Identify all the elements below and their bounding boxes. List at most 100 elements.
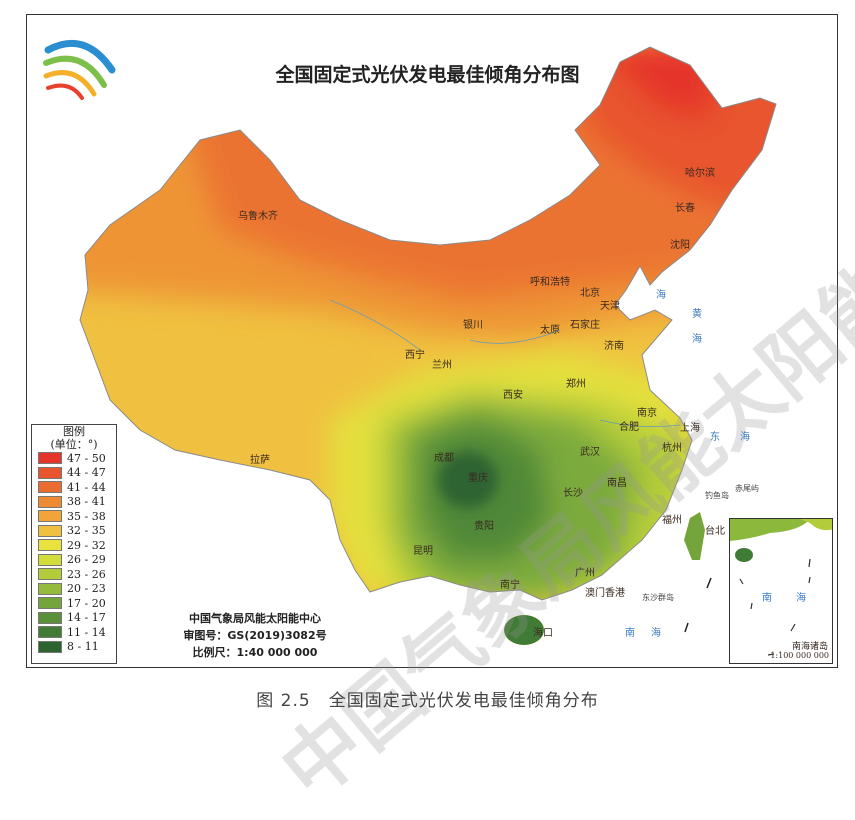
legend-swatch <box>38 510 62 523</box>
logo <box>43 39 116 100</box>
city-label: 南京 <box>637 408 657 419</box>
city-label: 合肥 <box>619 422 639 433</box>
legend-item: 8 - 11 <box>38 640 116 655</box>
legend-swatch <box>38 626 62 639</box>
legend-item: 14 - 17 <box>38 611 116 626</box>
legend-swatch <box>38 640 62 653</box>
city-label: 南宁 <box>500 580 520 591</box>
legend-label: 47 - 50 <box>67 451 106 465</box>
sea-label-donghai: 海 <box>740 432 750 443</box>
city-label: 杭州 <box>662 443 682 454</box>
legend-item: 23 - 26 <box>38 567 116 582</box>
legend-swatch <box>38 481 62 494</box>
legend-swatch <box>38 553 62 566</box>
legend-swatch <box>38 597 62 610</box>
legend-item: 38 - 41 <box>38 495 116 510</box>
city-label: 呼和浩特 <box>530 277 570 288</box>
city-label: 北京 <box>580 288 600 299</box>
legend-label: 14 - 17 <box>67 611 106 625</box>
island-label: 钓鱼岛 <box>705 491 729 500</box>
inset-sea-label: 南 <box>762 593 772 604</box>
inset-map <box>730 519 832 656</box>
sea-label-bohai: 海 <box>656 290 666 301</box>
legend-label: 35 - 38 <box>67 509 106 523</box>
city-label: 哈尔滨 <box>685 168 715 179</box>
city-label: 郑州 <box>566 379 586 390</box>
legend-item: 44 - 47 <box>38 466 116 481</box>
inset-scale: 1:100 000 000 <box>770 651 829 660</box>
city-label: 沈阳 <box>670 240 690 251</box>
legend-unit: (单位：°) <box>50 438 98 451</box>
inset-sea-label: 海 <box>796 593 806 604</box>
sea-label-huanghai: 黄 <box>692 309 702 320</box>
city-label: 福州 <box>662 515 682 526</box>
city-label: 银川 <box>463 320 483 331</box>
city-label: 西安 <box>503 390 523 401</box>
legend-label: 11 - 14 <box>67 625 106 639</box>
china-map <box>43 39 777 645</box>
tilt-angle-zones <box>80 47 776 645</box>
city-label: 兰州 <box>432 360 452 371</box>
legend-label: 26 - 29 <box>67 553 106 567</box>
city-label: 乌鲁木齐 <box>238 211 278 222</box>
city-label: 济南 <box>604 341 624 352</box>
legend-swatch <box>38 466 62 479</box>
river-lines <box>329 299 681 428</box>
legend-label: 32 - 35 <box>67 524 106 538</box>
legend-swatch <box>38 568 62 581</box>
sea-label-nanhai: 海 <box>651 628 661 639</box>
legend-item: 32 - 35 <box>38 524 116 539</box>
city-label: 西宁 <box>405 350 425 361</box>
city-label: 海口 <box>533 628 553 639</box>
legend-swatch <box>38 495 62 508</box>
sea-label-huanghai: 海 <box>692 334 702 345</box>
inset-title: 南海诸岛 <box>791 642 828 652</box>
city-label: 上海 <box>680 423 700 434</box>
legend-item: 29 - 32 <box>38 538 116 553</box>
city-label: 重庆 <box>468 473 488 484</box>
legend-swatch <box>38 539 62 552</box>
credit-org: 中国气象局风能太阳能中心 <box>189 612 321 625</box>
city-label: 昆明 <box>413 546 433 557</box>
legend-item: 26 - 29 <box>38 553 116 568</box>
legend-label: 20 - 23 <box>67 582 106 596</box>
legend-swatch <box>38 452 62 465</box>
south-china-sea-inset: 南 海 南海诸岛 1:100 000 000 <box>729 518 833 664</box>
credit-approval: 审图号：GS(2019)3082号 <box>183 629 327 642</box>
city-label: 南昌 <box>607 478 627 489</box>
island-label: 东沙群岛 <box>642 593 674 602</box>
city-label: 澳门香港 <box>585 588 625 599</box>
legend-label: 23 - 26 <box>67 567 106 581</box>
legend-label: 41 - 44 <box>67 480 106 494</box>
map-title: 全国固定式光伏发电最佳倾角分布图 <box>275 64 580 86</box>
legend-label: 44 - 47 <box>67 466 106 480</box>
legend-item: 20 - 23 <box>38 582 116 597</box>
legend-item: 41 - 44 <box>38 480 116 495</box>
figure-caption: 图 2.5 全国固定式光伏发电最佳倾角分布 <box>256 691 599 711</box>
city-label: 成都 <box>434 453 454 464</box>
legend-label: 29 - 32 <box>67 538 106 552</box>
city-label: 天津 <box>600 301 620 312</box>
city-label: 武汉 <box>580 447 600 458</box>
legend-swatch <box>38 582 62 595</box>
city-label: 台北 <box>705 526 725 537</box>
city-label: 石家庄 <box>570 320 600 331</box>
legend-swatch <box>38 524 62 537</box>
legend-label: 38 - 41 <box>67 495 106 509</box>
legend-item: 35 - 38 <box>38 509 116 524</box>
legend: 图例 (单位：°) 47 - 50 44 - 47 41 - 44 38 - 41 35… <box>31 424 117 664</box>
sea-label-nanhai: 南 <box>625 628 635 639</box>
legend-label: 8 - 11 <box>67 640 99 654</box>
city-label: 贵阳 <box>474 521 494 532</box>
legend-item: 17 - 20 <box>38 596 116 611</box>
legend-label: 17 - 20 <box>67 596 106 610</box>
city-label: 长沙 <box>563 488 583 499</box>
city-label: 拉萨 <box>250 455 270 466</box>
legend-item: 11 - 14 <box>38 625 116 640</box>
credit-scale: 比例尺：1:40 000 000 <box>192 646 318 659</box>
national-border <box>79 46 777 601</box>
legend-swatch <box>38 611 62 624</box>
nine-dash-marks <box>684 577 712 633</box>
city-label: 广州 <box>575 568 595 579</box>
city-label: 长春 <box>675 203 695 214</box>
